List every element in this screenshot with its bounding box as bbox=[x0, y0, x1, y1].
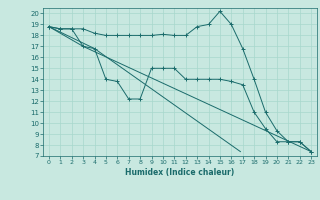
X-axis label: Humidex (Indice chaleur): Humidex (Indice chaleur) bbox=[125, 168, 235, 177]
